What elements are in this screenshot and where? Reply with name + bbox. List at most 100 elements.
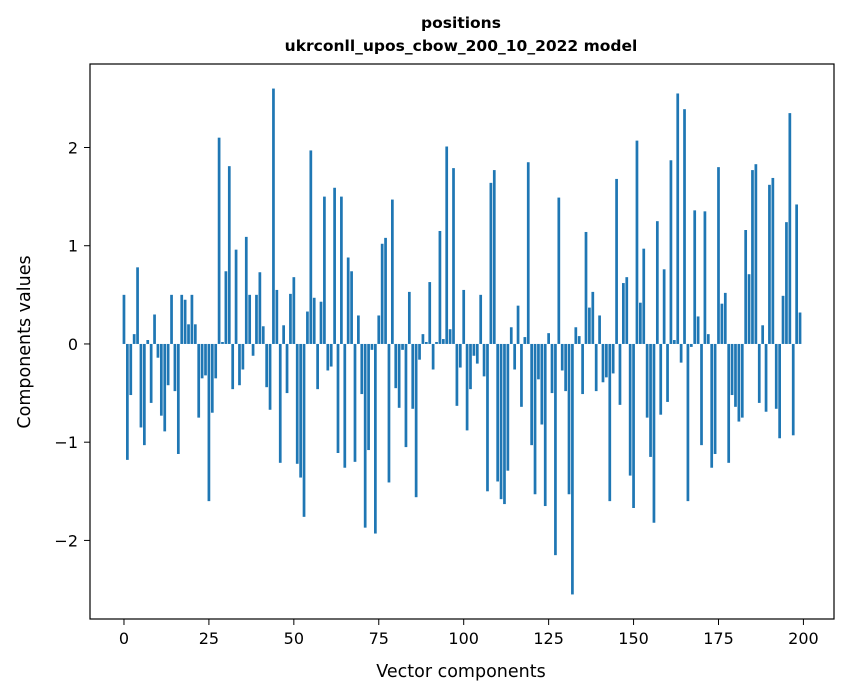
bar-78	[387, 343, 391, 483]
x-tick-label: 175	[703, 629, 734, 648]
bar-84	[407, 291, 411, 344]
bar-128	[557, 197, 561, 344]
bar-138	[591, 291, 595, 344]
bar-72	[367, 343, 370, 451]
bar-125	[547, 333, 550, 344]
bar-58	[319, 301, 323, 344]
bar-0	[122, 294, 126, 344]
bar-109	[492, 170, 496, 344]
bar-176	[720, 303, 724, 344]
bar-99	[458, 343, 462, 368]
bar-22	[197, 343, 201, 418]
bar-89	[424, 341, 428, 344]
bar-88	[421, 334, 425, 344]
bar-134	[577, 336, 581, 344]
bar-108	[489, 182, 493, 344]
x-tick-label: 75	[369, 629, 389, 648]
bar-81	[397, 343, 401, 408]
y-tick-label: −2	[54, 531, 78, 550]
bar-8	[149, 343, 153, 403]
bar-163	[676, 93, 680, 344]
bar-14	[170, 294, 173, 344]
bar-171	[703, 211, 707, 344]
x-tick-label: 100	[448, 629, 479, 648]
bar-116	[516, 305, 520, 344]
bar-129	[560, 343, 564, 371]
bar-122	[537, 343, 540, 380]
bar-35	[241, 343, 245, 370]
bar-157	[655, 221, 659, 344]
bar-164	[679, 343, 683, 363]
bar-23	[200, 343, 204, 379]
bar-180	[734, 343, 737, 407]
bar-144	[611, 343, 615, 374]
bar-21	[193, 324, 197, 344]
bar-60	[326, 343, 330, 371]
bar-166	[686, 343, 690, 502]
y-tick-label: −1	[54, 433, 78, 452]
bar-45	[275, 289, 279, 344]
y-tick-label: 1	[68, 237, 78, 256]
bar-196	[788, 113, 792, 344]
bar-61	[329, 343, 333, 367]
bar-126	[550, 343, 554, 394]
bar-40	[258, 272, 262, 344]
bar-115	[513, 343, 517, 370]
bar-69	[357, 315, 360, 344]
bars-group	[122, 88, 802, 595]
bar-16	[176, 343, 180, 454]
bar-132	[571, 343, 574, 595]
bar-87	[418, 343, 421, 360]
bar-77	[384, 237, 387, 344]
bar-39	[255, 294, 258, 344]
bar-100	[462, 289, 466, 344]
bar-75	[377, 315, 381, 344]
bar-1	[126, 343, 129, 460]
bar-82	[401, 343, 404, 350]
bar-156	[652, 343, 656, 523]
bar-106	[482, 343, 486, 377]
bar-120	[530, 343, 533, 446]
bar-68	[353, 343, 357, 462]
bar-107	[486, 343, 489, 492]
bar-71	[363, 343, 367, 528]
bar-25	[207, 343, 211, 502]
bar-70	[360, 343, 364, 395]
bar-76	[380, 243, 384, 344]
bar-80	[394, 343, 398, 389]
bar-54	[306, 311, 309, 344]
bar-173	[710, 343, 714, 468]
bar-38	[251, 343, 255, 356]
bar-17	[180, 294, 184, 344]
bar-94	[441, 339, 445, 344]
bar-177	[723, 292, 727, 344]
bar-47	[282, 325, 285, 344]
bar-73	[370, 343, 374, 350]
bar-188	[761, 325, 765, 344]
bar-104	[475, 343, 479, 364]
bar-20	[190, 294, 194, 344]
bar-96	[448, 329, 452, 344]
bar-130	[564, 343, 567, 392]
bar-101	[465, 343, 469, 431]
bar-18	[183, 299, 187, 344]
bar-53	[302, 343, 306, 517]
bar-186	[754, 164, 758, 344]
bar-169	[696, 316, 700, 344]
bar-95	[445, 146, 449, 344]
bar-98	[455, 343, 459, 406]
bar-142	[605, 343, 608, 378]
bar-170	[700, 343, 703, 446]
bar-49	[289, 293, 292, 344]
bar-13	[166, 343, 170, 386]
bar-151	[635, 140, 639, 344]
bar-141	[601, 343, 605, 383]
bar-193	[778, 343, 781, 439]
x-tick-label: 0	[119, 629, 129, 648]
bar-63	[336, 343, 340, 453]
bar-79	[391, 199, 394, 344]
x-axis-ticks: 0 25 50 75 100 125 150 175 200	[119, 619, 819, 648]
y-axis-label: Components values	[15, 255, 35, 428]
plot-frame	[89, 63, 835, 620]
bar-146	[618, 343, 622, 405]
